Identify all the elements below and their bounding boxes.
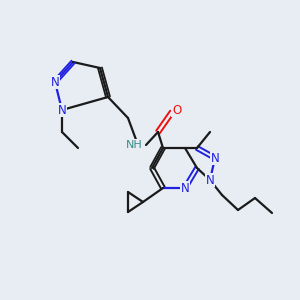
Text: O: O (172, 103, 182, 116)
Text: N: N (51, 76, 59, 88)
Text: NH: NH (126, 140, 142, 150)
Text: N: N (211, 152, 219, 164)
Text: N: N (181, 182, 189, 194)
Text: N: N (58, 103, 66, 116)
Text: N: N (206, 173, 214, 187)
